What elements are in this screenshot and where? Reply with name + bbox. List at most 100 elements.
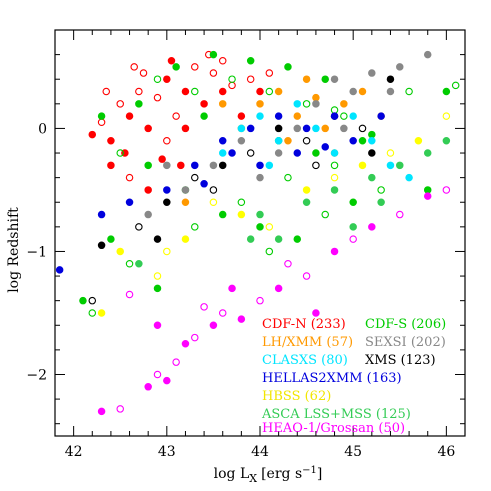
data-point [97, 210, 106, 219]
y-tick-label: −2 [26, 367, 47, 383]
data-point [321, 143, 329, 151]
data-point [88, 309, 97, 317]
data-point [358, 136, 367, 145]
data-point [349, 223, 357, 231]
data-point [163, 161, 171, 170]
data-point [107, 235, 115, 243]
data-point [284, 63, 292, 71]
data-point [218, 161, 227, 170]
legend-entry: SEXSI (202) [365, 335, 446, 350]
data-point [423, 149, 432, 157]
data-point [144, 161, 152, 170]
data-point [107, 136, 115, 145]
data-point [293, 149, 302, 157]
data-point [116, 405, 124, 413]
data-point [228, 81, 236, 90]
legend-entry: LH/XMM (57) [262, 335, 353, 350]
x-tick-label: 45 [344, 444, 362, 460]
data-point [340, 100, 348, 108]
data-point [200, 100, 208, 108]
data-point [293, 100, 302, 108]
data-point [246, 235, 255, 243]
data-point [181, 87, 190, 96]
data-point [191, 161, 199, 170]
data-point [88, 296, 97, 305]
data-point [284, 136, 292, 145]
data-point [209, 198, 218, 206]
data-point [330, 75, 339, 83]
x-tick-label: 43 [158, 444, 176, 460]
data-point [358, 87, 367, 96]
data-point [274, 87, 283, 96]
data-point [153, 93, 162, 102]
x-tick-label: 44 [251, 444, 269, 460]
data-point [130, 63, 138, 71]
data-point [97, 309, 106, 317]
data-point [88, 130, 97, 139]
data-point [153, 75, 162, 83]
data-point [228, 284, 236, 293]
data-point [256, 100, 264, 108]
data-point [386, 149, 395, 157]
data-point [284, 173, 292, 182]
data-point [442, 186, 451, 194]
data-point [293, 112, 302, 120]
data-point [349, 136, 357, 145]
data-point [97, 407, 106, 416]
data-point [330, 112, 339, 120]
data-point [218, 136, 227, 145]
data-point [144, 186, 152, 194]
data-point [177, 161, 185, 170]
data-point [377, 198, 385, 206]
data-point [139, 69, 148, 77]
data-point [153, 370, 162, 379]
data-point [265, 87, 274, 96]
data-point [321, 75, 329, 83]
data-point [200, 303, 208, 311]
data-point [414, 136, 423, 145]
data-point [191, 333, 199, 342]
data-point [451, 81, 460, 90]
data-point [246, 75, 255, 83]
data-point [181, 198, 190, 206]
points-layer [55, 50, 460, 416]
data-point [358, 161, 367, 170]
data-point [163, 136, 171, 145]
data-point [163, 247, 171, 256]
y-axis-title: log Redshift [6, 207, 22, 293]
data-point [284, 260, 292, 268]
legend-entry: CDF-N (233) [262, 317, 346, 332]
data-point [396, 161, 404, 170]
data-point [237, 315, 246, 323]
data-point [172, 358, 180, 366]
data-point [340, 124, 348, 133]
data-point [125, 112, 134, 120]
data-point [163, 75, 171, 83]
data-point [163, 186, 171, 194]
data-point [330, 106, 339, 114]
data-point [293, 124, 302, 133]
data-point [274, 124, 283, 133]
data-point [274, 235, 283, 243]
data-point [200, 112, 208, 120]
data-point [349, 112, 357, 120]
data-point [218, 309, 227, 317]
x-axis-title-sub: X [249, 472, 257, 485]
data-point [153, 235, 162, 243]
data-point [228, 75, 236, 83]
data-point [312, 93, 320, 102]
data-point [237, 198, 246, 206]
data-point [237, 112, 246, 120]
data-point [163, 198, 171, 206]
data-point [144, 383, 152, 391]
data-point [396, 210, 404, 219]
data-point [265, 69, 274, 77]
data-point [125, 260, 134, 268]
data-point [135, 223, 143, 231]
x-axis-title: log LX [erg s−1] [214, 465, 323, 485]
data-point [368, 69, 376, 77]
data-point [102, 87, 111, 96]
data-point [218, 87, 227, 96]
data-point [349, 198, 357, 206]
data-point [181, 339, 190, 348]
